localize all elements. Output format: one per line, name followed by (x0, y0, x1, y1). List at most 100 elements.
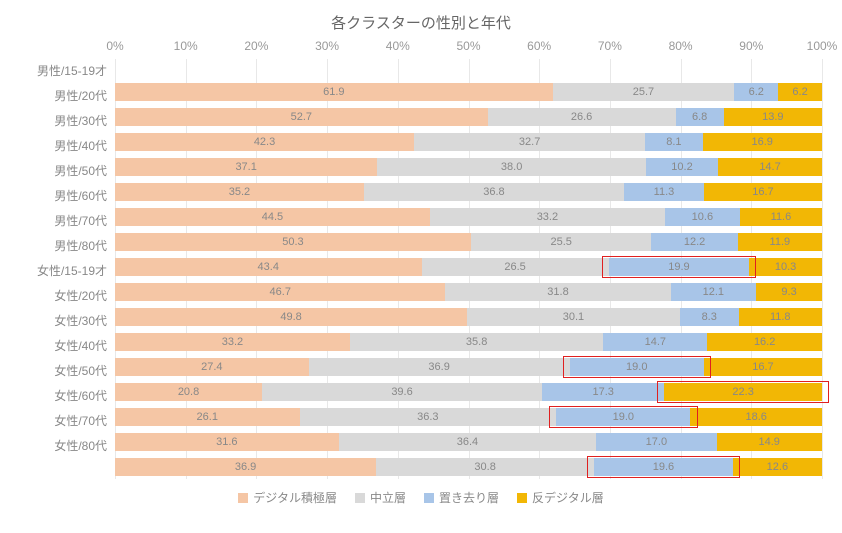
bar-segment: 17.0 (596, 433, 716, 451)
bar-row: 46.731.812.19.3 (115, 279, 822, 304)
bar-row: 37.138.010.214.7 (115, 154, 822, 179)
bar-segment: 16.9 (703, 133, 822, 151)
stacked-bar: 35.236.811.316.7 (115, 183, 822, 201)
bar-segment: 13.9 (724, 108, 822, 126)
bar-segment: 61.9 (115, 83, 553, 101)
bar-row: 33.235.814.716.2 (115, 329, 822, 354)
x-tick: 100% (807, 39, 838, 53)
legend-item: デジタル積極層 (238, 489, 337, 506)
bar-segment: 16.2 (707, 333, 822, 351)
x-tick: 20% (244, 39, 268, 53)
y-label: 女性/40代 (20, 334, 115, 359)
x-tick: 40% (386, 39, 410, 53)
bar-segment: 38.0 (377, 158, 646, 176)
bar-segment: 30.1 (467, 308, 680, 326)
legend-swatch (238, 493, 248, 503)
bar-segment: 10.3 (749, 258, 822, 276)
bar-row: 26.136.319.018.6 (115, 404, 822, 429)
bar-segment: 20.8 (115, 383, 262, 401)
stacked-bar: 50.325.512.211.9 (115, 233, 822, 251)
bar-segment: 37.1 (115, 158, 377, 176)
y-label: 女性/70代 (20, 409, 115, 434)
x-tick: 60% (527, 39, 551, 53)
legend-label: 中立層 (370, 489, 406, 506)
bar-segment: 11.3 (624, 183, 704, 201)
y-label: 男性/80代 (20, 234, 115, 259)
bar-segment: 43.4 (115, 258, 422, 276)
bar-segment: 14.7 (603, 333, 707, 351)
chart-title: 各クラスターの性別と年代 (20, 12, 822, 33)
legend-label: 置き去り層 (439, 489, 499, 506)
x-tick: 70% (598, 39, 622, 53)
bar-segment: 27.4 (115, 358, 309, 376)
bar-row: 35.236.811.316.7 (115, 179, 822, 204)
bar-segment: 19.9 (609, 258, 750, 276)
stacked-bar: 37.138.010.214.7 (115, 158, 822, 176)
bar-segment: 33.2 (115, 333, 350, 351)
bar-segment: 36.3 (300, 408, 557, 426)
stacked-bar: 49.830.18.311.8 (115, 308, 822, 326)
y-label: 男性/15-19才 (20, 59, 115, 84)
x-tick: 80% (669, 39, 693, 53)
bars-container: 61.925.76.26.2 52.726.66.813.9 42.332.78.1… (115, 59, 822, 479)
bar-segment: 36.9 (115, 458, 376, 476)
stacked-bar: 31.636.417.014.9 (115, 433, 822, 451)
bar-row: 50.325.512.211.9 (115, 229, 822, 254)
y-label: 男性/70代 (20, 209, 115, 234)
bar-segment: 36.9 (309, 358, 570, 376)
bar-segment: 14.7 (718, 158, 822, 176)
bar-segment: 17.3 (542, 383, 664, 401)
bar-segment: 10.2 (646, 158, 718, 176)
bar-segment: 11.6 (740, 208, 822, 226)
y-label: 女性/80代 (20, 434, 115, 459)
bar-segment: 12.1 (671, 283, 757, 301)
y-label: 女性/60代 (20, 384, 115, 409)
bar-row: 36.930.819.612.6 (115, 454, 822, 479)
x-tick: 50% (456, 39, 480, 53)
bar-segment: 6.8 (676, 108, 724, 126)
bar-segment: 16.7 (704, 183, 822, 201)
legend-item: 置き去り層 (424, 489, 499, 506)
bar-segment: 35.2 (115, 183, 364, 201)
bar-segment: 6.2 (734, 83, 778, 101)
y-label: 女性/50代 (20, 359, 115, 384)
bar-row: 27.436.919.016.7 (115, 354, 822, 379)
bar-segment: 10.6 (665, 208, 740, 226)
bar-segment: 9.3 (756, 283, 822, 301)
x-axis: 0%10%20%30%40%50%60%70%80%90%100% (115, 39, 822, 59)
y-label: 男性/50代 (20, 159, 115, 184)
bar-segment: 36.4 (339, 433, 597, 451)
bar-segment: 52.7 (115, 108, 488, 126)
bar-segment: 11.8 (739, 308, 822, 326)
stacked-bar: 36.930.819.612.6 (115, 458, 822, 476)
stacked-bar: 44.533.210.611.6 (115, 208, 822, 226)
x-tick: 30% (315, 39, 339, 53)
stacked-bar: 42.332.78.116.9 (115, 133, 822, 151)
y-label: 男性/60代 (20, 184, 115, 209)
stacked-bar: 33.235.814.716.2 (115, 333, 822, 351)
y-label: 女性/30代 (20, 309, 115, 334)
stacked-bar: 27.436.919.016.7 (115, 358, 822, 376)
bar-segment: 22.3 (664, 383, 822, 401)
y-axis-labels: 男性/15-19才男性/20代男性/30代男性/40代男性/50代男性/60代男… (20, 39, 115, 479)
bar-segment: 32.7 (414, 133, 645, 151)
bar-segment: 26.5 (422, 258, 609, 276)
stacked-bar: 61.925.76.26.2 (115, 83, 822, 101)
y-label: 男性/30代 (20, 109, 115, 134)
bar-row: 43.426.519.910.3 (115, 254, 822, 279)
bar-segment: 25.5 (471, 233, 651, 251)
bar-segment: 42.3 (115, 133, 414, 151)
bar-row: 52.726.66.813.9 (115, 104, 822, 129)
y-label: 男性/40代 (20, 134, 115, 159)
bar-segment: 30.8 (376, 458, 594, 476)
bar-segment: 12.6 (733, 458, 822, 476)
legend-swatch (517, 493, 527, 503)
chart-body: 男性/15-19才男性/20代男性/30代男性/40代男性/50代男性/60代男… (20, 39, 822, 479)
legend: デジタル積極層中立層置き去り層反デジタル層 (20, 489, 822, 506)
bar-segment: 19.0 (556, 408, 690, 426)
bar-segment: 39.6 (262, 383, 542, 401)
bar-segment: 19.6 (594, 458, 733, 476)
x-tick: 0% (106, 39, 123, 53)
x-tick: 10% (174, 39, 198, 53)
bar-segment: 25.7 (553, 83, 735, 101)
